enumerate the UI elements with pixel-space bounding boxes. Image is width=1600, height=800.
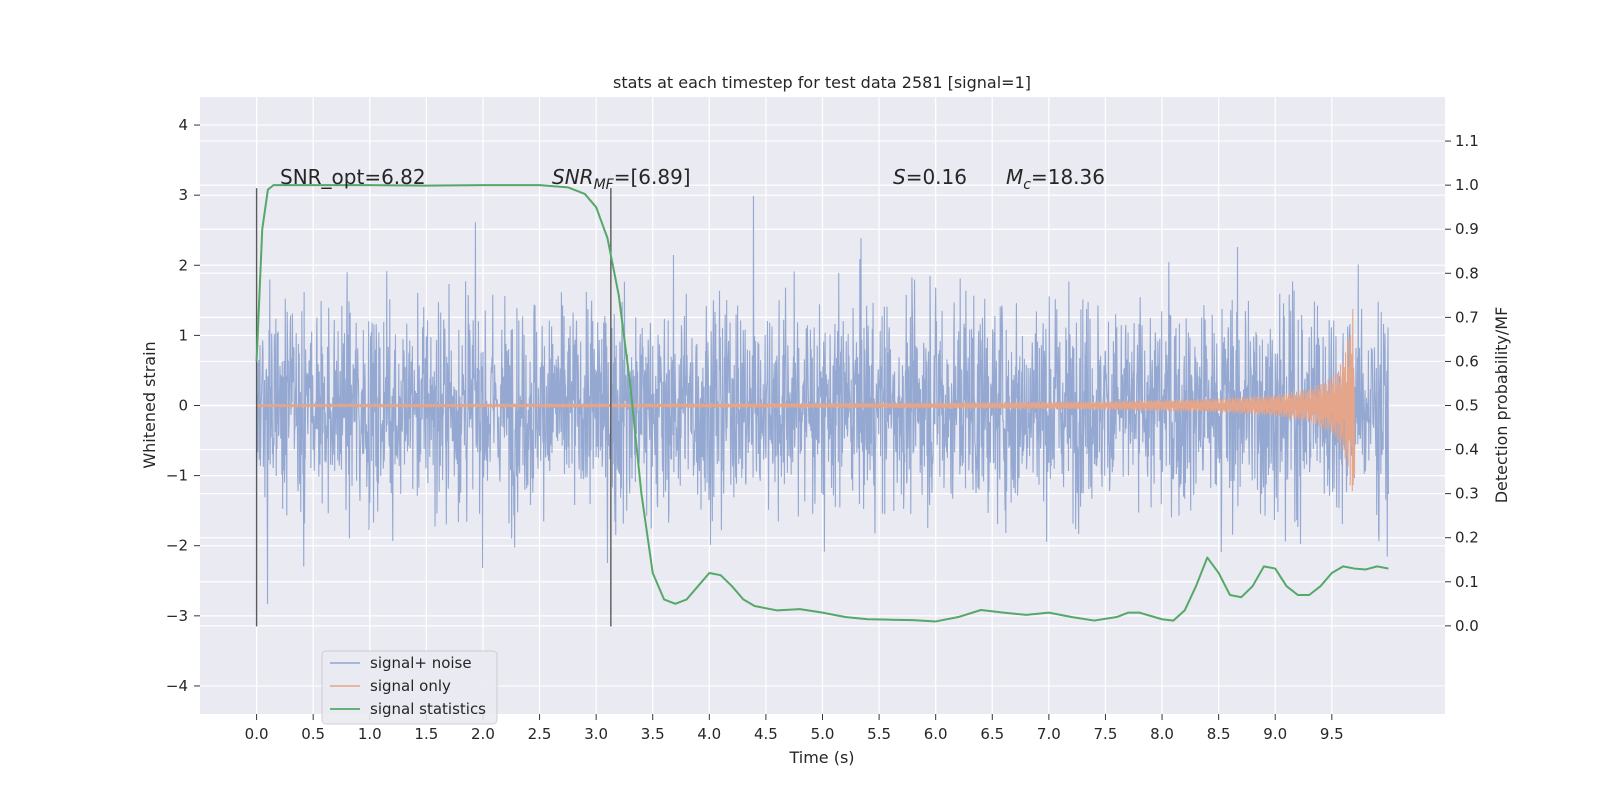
y-right-tick-label: 1.0 [1455,176,1479,194]
y-right-tick-label: 0.1 [1455,573,1479,591]
annotation-snr-mf-value: =[6.89] [614,165,691,189]
x-tick-label: 7.5 [1094,725,1118,743]
x-tick-label: 1.5 [414,725,438,743]
y-right-axis-ticks: 1.1 1.0 0.9 0.8 0.7 0.6 0.5 0.4 0.3 0.2 0.1 0.0 [1445,132,1479,635]
legend-label-stats: signal statistics [370,700,486,718]
annotation-snr-opt: SNR_opt=6.82 [280,165,426,189]
legend-label-signal: signal only [370,677,451,695]
y-right-tick-label: 0.8 [1455,264,1479,282]
annotation-mc: Mc=18.36 [1006,165,1105,193]
x-tick-label: 1.0 [358,725,382,743]
vertical-markers [255,188,612,627]
y-right-axis-label: Detection probability/MF [1492,307,1511,504]
x-axis-ticks: 0.0 0.5 1.0 1.5 2.0 2.5 3.0 3.5 4.0 4.5 5.0 5.5 6.0 6… [245,714,1344,743]
annotation-snr-mf-sub: MF [594,177,615,193]
x-tick-label: 3.0 [584,725,608,743]
x-tick-label: 5.0 [811,725,835,743]
signal-noise-line [256,195,1389,604]
x-tick-label: 7.0 [1037,725,1061,743]
y-right-tick-label: 0.5 [1455,397,1479,415]
legend: signal+ noise signal only signal statist… [321,650,498,725]
x-tick-label: 5.5 [867,725,891,743]
signal-statistics-series [255,184,1389,623]
y-left-tick-label: −2 [166,537,188,555]
y-left-tick-label: 0 [178,397,188,415]
annotation-snr-mf-label: SNR [552,165,594,189]
x-tick-label: 8.0 [1150,725,1174,743]
y-right-tick-label: 0.6 [1455,352,1479,370]
y-right-tick-label: 1.1 [1455,132,1479,150]
x-tick-label: 0.5 [301,725,325,743]
annotation-s-label: S [893,165,906,189]
y-left-axis-ticks: 4 3 2 1 0 −1 −2 −3 −4 [166,116,200,695]
x-tick-label: 9.0 [1263,725,1287,743]
chart-title: stats at each timestep for test data 258… [613,73,1031,92]
y-left-tick-label: 4 [178,116,188,134]
x-tick-label: 9.5 [1320,725,1344,743]
x-tick-label: 4.5 [754,725,778,743]
signal-noise-series [256,195,1389,604]
y-left-tick-label: 1 [178,326,188,344]
x-axis-label: Time (s) [788,748,854,767]
annotation-mc-label: M [1006,165,1023,189]
y-left-tick-label: 3 [178,186,188,204]
signal-only-line [256,308,1355,492]
x-tick-label: 6.5 [980,725,1004,743]
y-left-axis-label: Whitened strain [140,341,159,468]
y-left-tick-label: −3 [166,607,188,625]
legend-box [321,650,498,725]
x-tick-label: 3.5 [641,725,665,743]
signal-only-series [256,308,1355,492]
y-right-tick-label: 0.3 [1455,485,1479,503]
legend-label-noise: signal+ noise [370,654,472,672]
annotation-mc-sub: c [1023,177,1031,193]
annotation-mc-value: =18.36 [1031,165,1105,189]
y-right-tick-label: 0.2 [1455,529,1479,547]
annotation-s: S=0.16 [893,165,967,189]
y-right-tick-label: 0.7 [1455,308,1479,326]
annotation-s-value: =0.16 [906,165,967,189]
y-left-tick-label: 2 [178,256,188,274]
x-tick-label: 2.0 [471,725,495,743]
y-right-tick-label: 0.0 [1455,617,1479,635]
y-left-tick-label: −4 [166,677,188,695]
signal-statistics-line [255,184,1389,623]
y-right-tick-label: 0.9 [1455,220,1479,238]
x-tick-label: 0.0 [245,725,269,743]
y-right-tick-label: 0.4 [1455,441,1479,459]
annotation-snr-mf: SNRMF=[6.89] [552,165,691,193]
x-tick-label: 4.0 [697,725,721,743]
y-left-tick-label: −1 [166,467,188,485]
x-tick-label: 2.5 [528,725,552,743]
x-tick-label: 8.5 [1207,725,1231,743]
x-tick-label: 6.0 [924,725,948,743]
